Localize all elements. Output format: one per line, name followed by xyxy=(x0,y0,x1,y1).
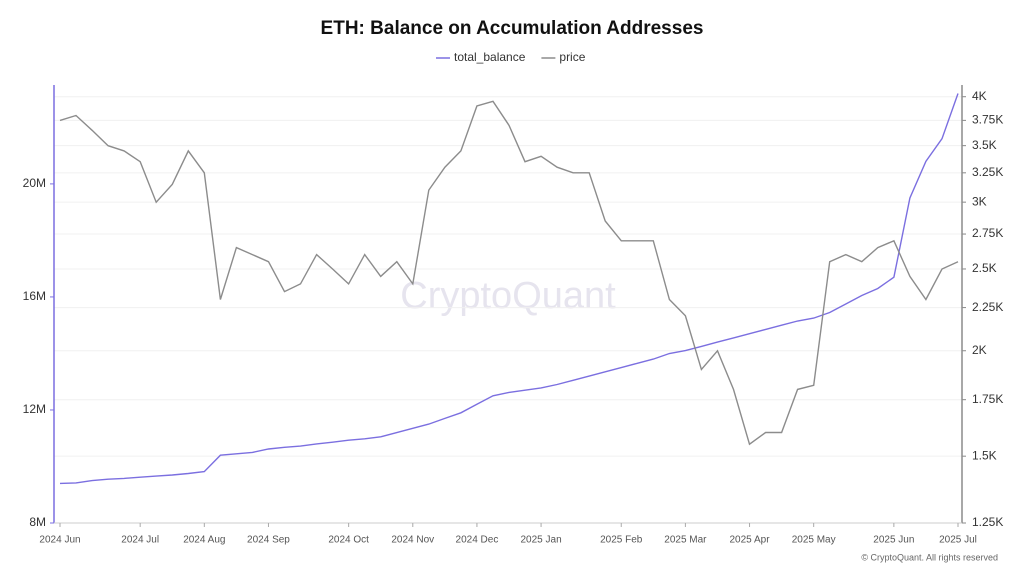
x-tick-label: 2024 Aug xyxy=(183,535,225,546)
x-tick-label: 2024 Sep xyxy=(247,535,290,546)
x-tick-label: 2025 Jun xyxy=(873,535,914,546)
copyright: © CryptoQuant. All rights reserved xyxy=(861,552,998,562)
x-tick-label: 2024 Dec xyxy=(456,535,499,546)
y2-tick-label: 3.75K xyxy=(972,113,1003,127)
x-tick-label: 2025 Feb xyxy=(600,535,643,546)
line-price xyxy=(59,100,959,446)
x-tick-label: 2024 Oct xyxy=(328,535,369,546)
legend-label: price xyxy=(559,50,585,64)
legend-label: total_balance xyxy=(454,50,526,64)
y2-tick-label: 2.75K xyxy=(972,226,1003,240)
y2-tick-label: 3K xyxy=(972,194,987,208)
y-tick-label: 16M xyxy=(23,289,46,303)
y2-tick-label: 2K xyxy=(972,343,987,357)
line-total-balance xyxy=(59,93,959,485)
y-tick-label: 20M xyxy=(23,176,46,190)
chart-title: ETH: Balance on Accumulation Addresses xyxy=(321,18,704,39)
y2-tick-label: 1.75K xyxy=(972,392,1003,406)
y2-tick-label: 4K xyxy=(972,89,987,103)
x-tick-label: 2024 Jul xyxy=(121,535,159,546)
x-tick-label: 2025 Apr xyxy=(730,535,771,546)
y2-tick-label: 2.5K xyxy=(972,261,997,275)
y2-tick-label: 3.5K xyxy=(972,138,997,152)
y2-tick-label: 1.25K xyxy=(972,515,1003,529)
x-tick-label: 2024 Nov xyxy=(391,535,434,546)
y2-tick-label: 2.25K xyxy=(972,300,1003,314)
x-tick-label: 2025 Jan xyxy=(520,535,561,546)
y-tick-label: 8M xyxy=(29,515,46,529)
y2-tick-label: 3.25K xyxy=(972,165,1003,179)
y2-tick-label: 1.5K xyxy=(972,448,997,462)
y-tick-label: 12M xyxy=(23,402,46,416)
watermark: CryptoQuant xyxy=(400,275,616,317)
x-tick-label: 2024 Jun xyxy=(39,535,80,546)
x-tick-label: 2025 Jul xyxy=(939,535,977,546)
x-tick-label: 2025 May xyxy=(792,535,836,546)
x-tick-label: 2025 Mar xyxy=(664,535,707,546)
